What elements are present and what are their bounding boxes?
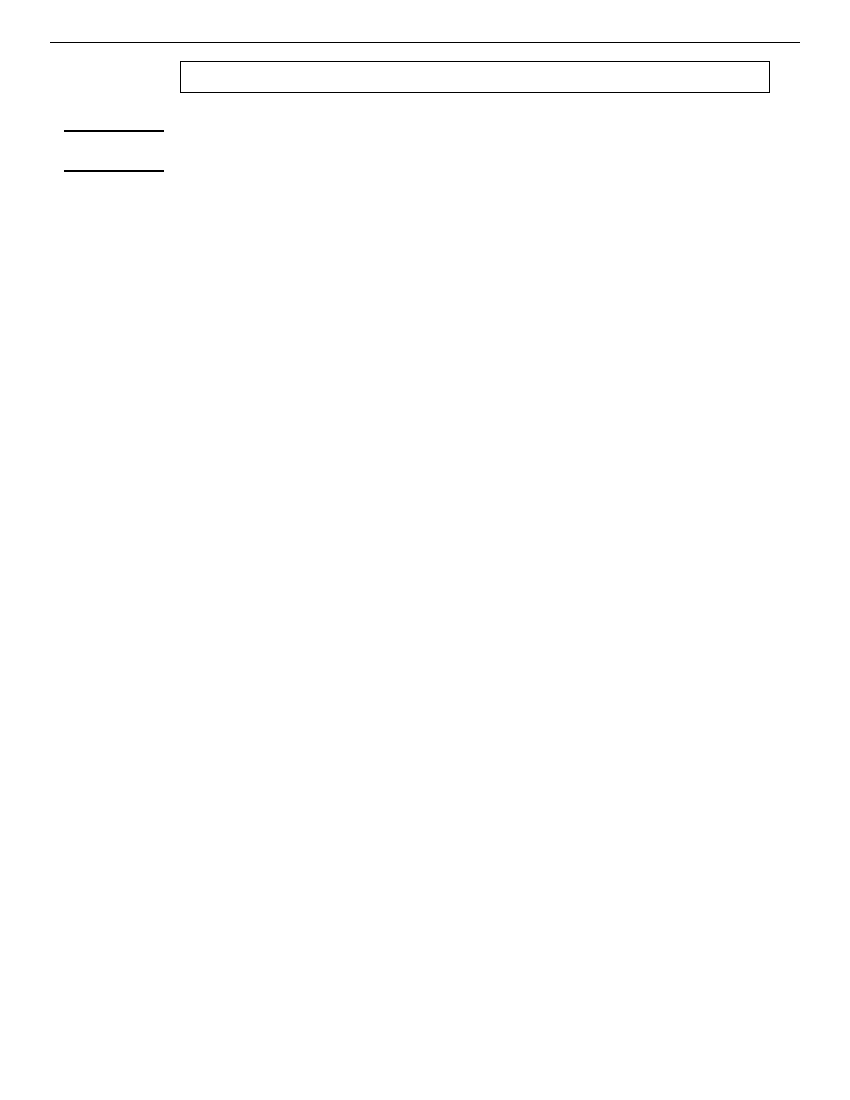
- example-a: [50, 122, 800, 123]
- example-b-text: [158, 162, 800, 163]
- page-header: [50, 40, 800, 43]
- example-label: [50, 122, 158, 123]
- section-b-instruction: [164, 149, 800, 152]
- section-a-instruction: [164, 109, 800, 112]
- example-b: [50, 162, 800, 163]
- example-label-b: [50, 162, 158, 163]
- example-a-text: [158, 122, 800, 123]
- section-b: [50, 149, 800, 152]
- section-a: [50, 109, 800, 112]
- review-box: [180, 61, 770, 93]
